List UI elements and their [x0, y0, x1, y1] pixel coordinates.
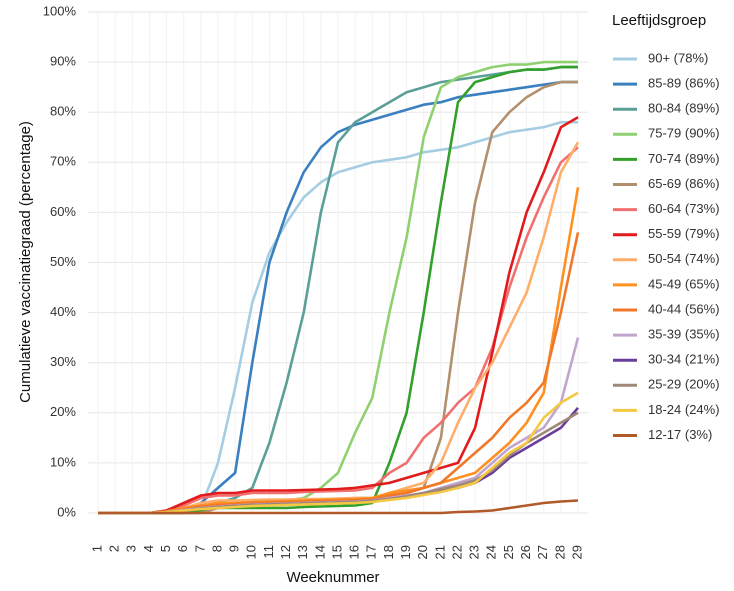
y-tick-label: 20%	[50, 404, 76, 419]
x-tick-label: 25	[501, 545, 516, 559]
x-tick-label: 10	[244, 545, 259, 559]
x-tick-label: 3	[124, 545, 139, 552]
x-axis-label: Weeknummer	[286, 569, 379, 586]
legend-label: 18-24 (24%)	[648, 402, 720, 417]
legend-label: 90+ (78%)	[648, 50, 708, 65]
line-series	[98, 499, 579, 515]
y-tick-label: 10%	[50, 454, 76, 469]
x-tick-label: 11	[261, 545, 276, 559]
x-tick-label: 24	[484, 545, 499, 559]
legend-title: Leeftijdsgroep	[612, 12, 706, 29]
x-tick-label: 9	[227, 545, 242, 552]
x-tick-label: 5	[158, 545, 173, 552]
legend-label: 45-49 (65%)	[648, 276, 720, 291]
x-tick-label: 15	[329, 545, 344, 559]
x-tick-label: 26	[518, 545, 533, 559]
x-tick-label: 22	[449, 545, 464, 559]
legend-label: 60-64 (73%)	[648, 201, 720, 216]
x-tick-label: 23	[467, 545, 482, 559]
line-series	[98, 391, 579, 515]
y-tick-label: 50%	[50, 254, 76, 269]
y-tick-label: 80%	[50, 104, 76, 119]
y-tick-label: 90%	[50, 54, 76, 69]
x-tick-label: 2	[107, 545, 122, 552]
x-tick-label: 18	[381, 545, 396, 559]
legend-label: 70-74 (89%)	[648, 151, 720, 166]
y-axis-label: Cumulatieve vaccinatiegraad (percentage)	[17, 121, 34, 403]
x-tick-label: 20	[415, 545, 430, 559]
y-tick-label: 60%	[50, 204, 76, 219]
x-tick-label: 1	[89, 545, 104, 552]
x-tick-label: 16	[347, 545, 362, 559]
x-tick-label: 27	[535, 545, 550, 559]
legend-label: 30-34 (21%)	[648, 352, 720, 367]
y-tick-label: 30%	[50, 354, 76, 369]
legend-label: 25-29 (20%)	[648, 377, 720, 392]
legend-label: 35-39 (35%)	[648, 327, 720, 342]
legend-label: 80-84 (89%)	[648, 101, 720, 116]
legend-label: 75-79 (90%)	[648, 126, 720, 141]
x-tick-label: 19	[398, 545, 413, 559]
x-tick-label: 4	[141, 545, 156, 552]
legend-label: 85-89 (86%)	[648, 76, 720, 91]
legend-label: 50-54 (74%)	[648, 251, 720, 266]
x-tick-label: 28	[552, 545, 567, 559]
line-series	[98, 116, 579, 515]
x-tick-label: 14	[312, 545, 327, 559]
x-tick-label: 29	[569, 545, 584, 559]
x-tick-label: 21	[432, 545, 447, 559]
legend-label: 65-69 (86%)	[648, 176, 720, 191]
y-tick-label: 0%	[57, 504, 76, 519]
x-tick-label: 12	[278, 545, 293, 559]
y-tick-label: 70%	[50, 154, 76, 169]
y-tick-label: 40%	[50, 304, 76, 319]
x-tick-label: 13	[295, 545, 310, 559]
legend-label: 40-44 (56%)	[648, 301, 720, 316]
x-tick-label: 17	[364, 545, 379, 559]
y-tick-label: 100%	[43, 3, 77, 18]
legend-label: 55-59 (79%)	[648, 226, 720, 241]
x-tick-label: 7	[192, 545, 207, 552]
legend-label: 12-17 (3%)	[648, 427, 712, 442]
x-tick-label: 8	[209, 545, 224, 552]
x-tick-label: 6	[175, 545, 190, 552]
